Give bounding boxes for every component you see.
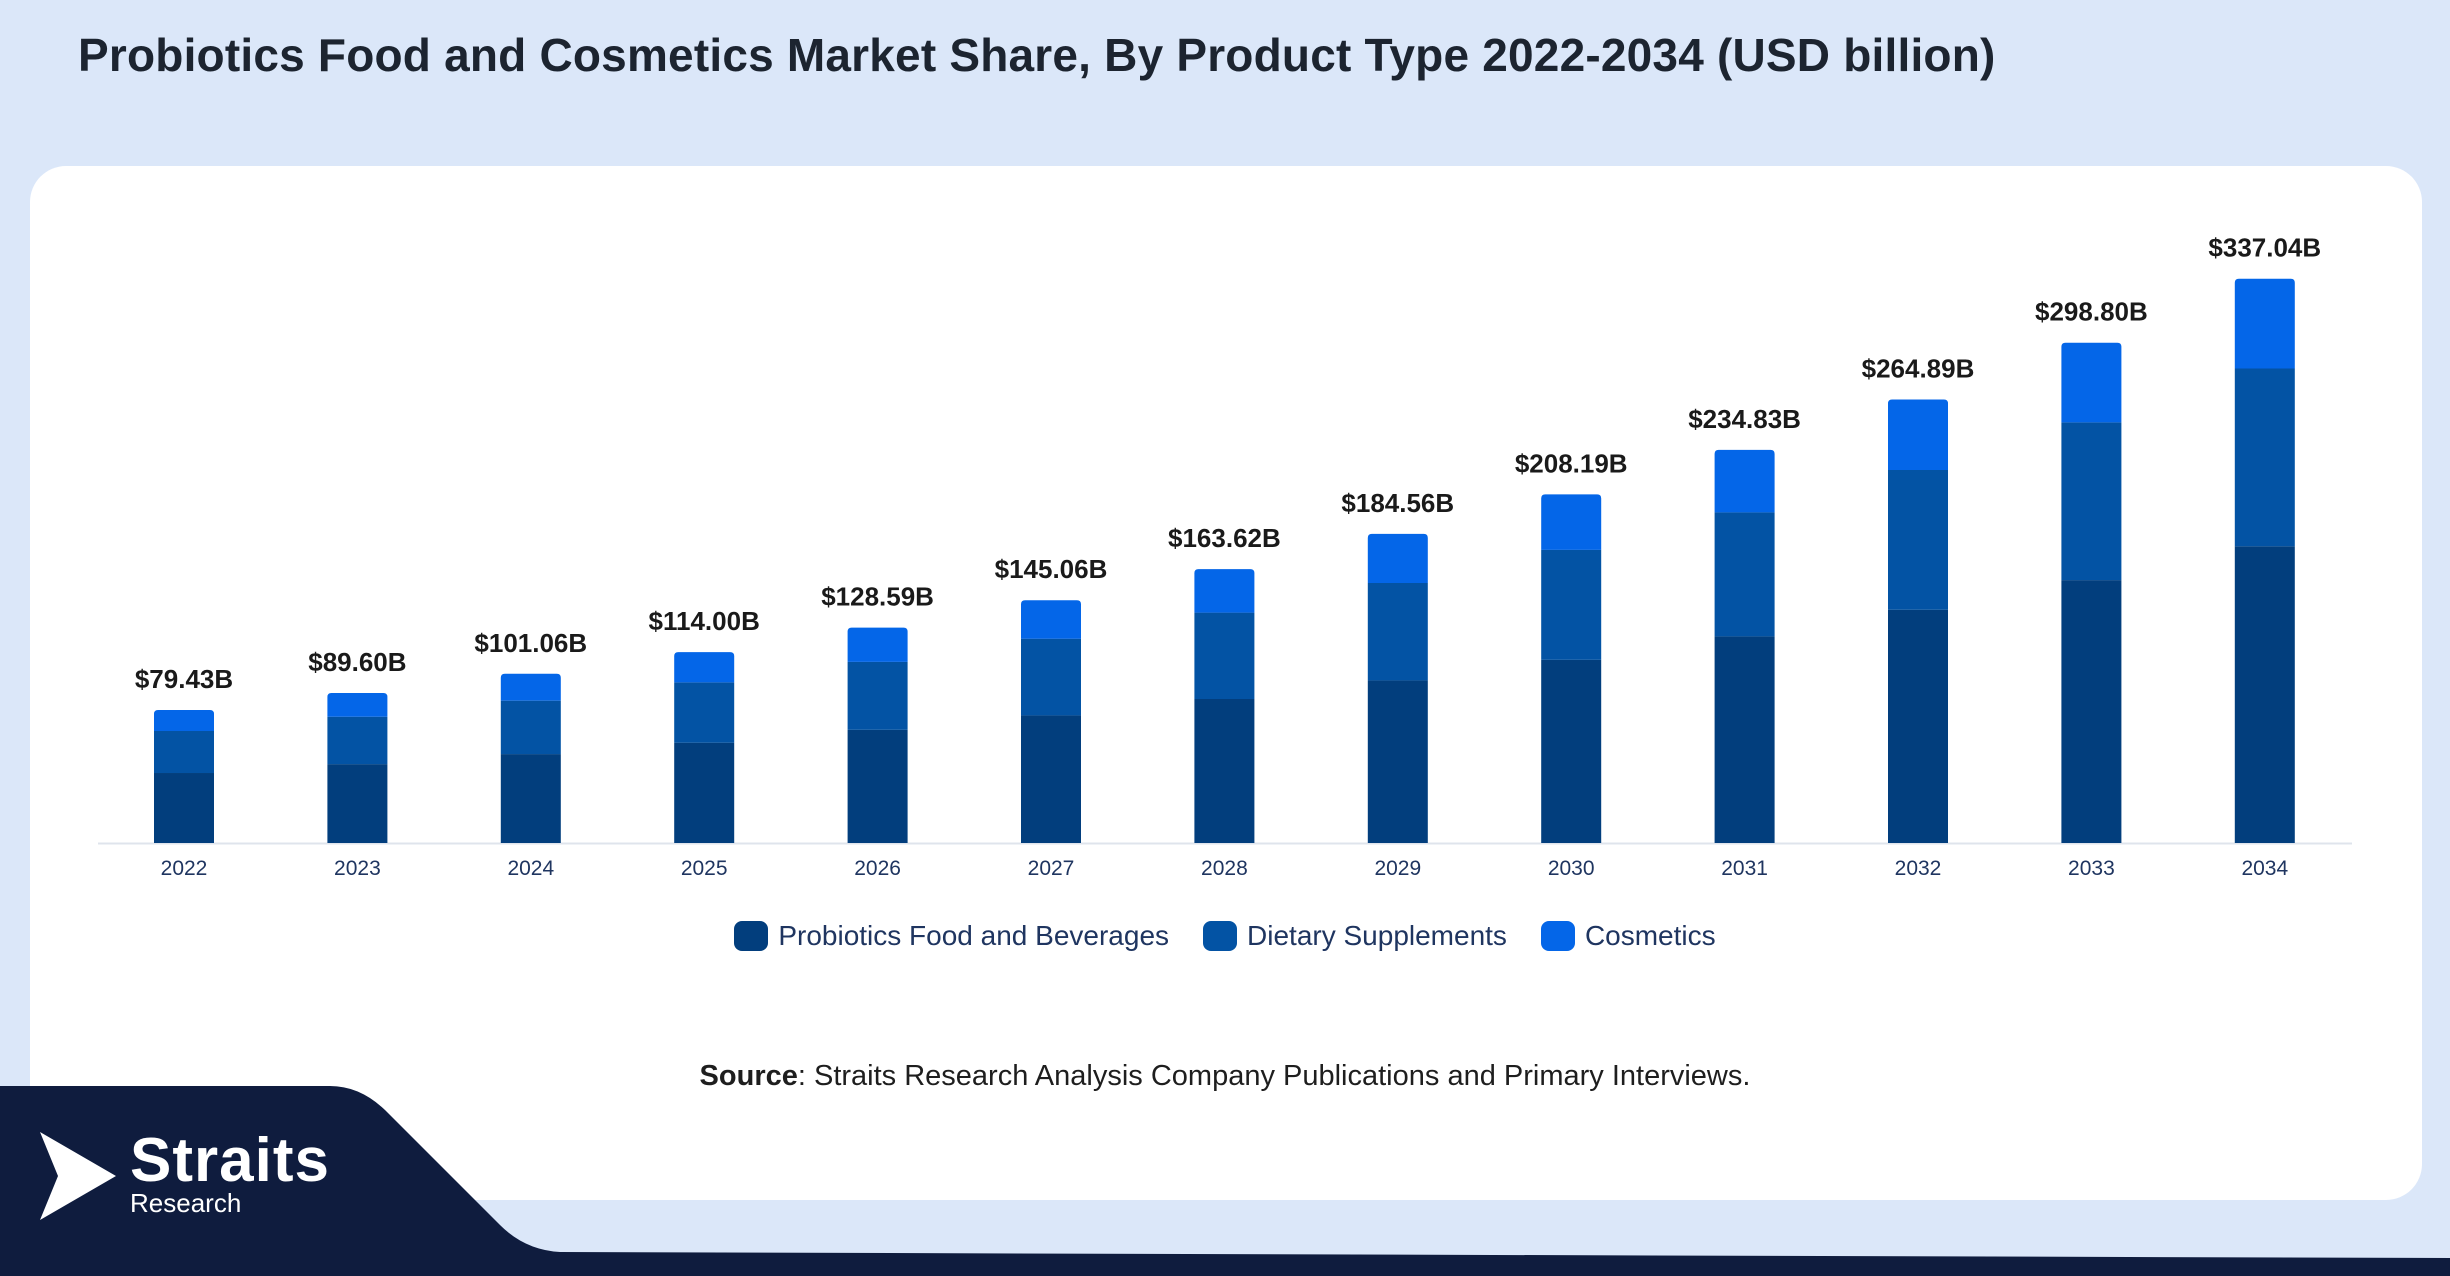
- total-label-2033: $298.80B: [2035, 297, 2148, 327]
- legend-label-supplements: Dietary Supplements: [1247, 920, 1507, 951]
- bar-cosmetics-2026: [847, 627, 908, 662]
- x-tick-label-2023: 2023: [334, 857, 381, 880]
- x-tick-label-2025: 2025: [681, 857, 728, 880]
- legend-item-food[interactable]: Probiotics Food and Beverages: [734, 920, 1169, 952]
- x-tick-label-2029: 2029: [1374, 857, 1421, 880]
- bar-cosmetics-2027: [1021, 600, 1081, 639]
- bar-supplements-2032: [1888, 469, 1948, 610]
- bar-food-2032: [1888, 609, 1948, 843]
- total-label-2034: $337.04B: [2208, 233, 2321, 263]
- legend-swatch-supplements: [1203, 921, 1238, 951]
- bar-supplements-2029: [1367, 582, 1428, 681]
- x-tick-label-2034: 2034: [2241, 857, 2288, 880]
- x-tick-label-2028: 2028: [1201, 857, 1248, 880]
- source-label: Source: [699, 1060, 798, 1092]
- bar-cosmetics-2032: [1888, 399, 1948, 470]
- legend-swatch-cosmetics: [1540, 921, 1575, 951]
- x-tick-label-2032: 2032: [1895, 857, 1942, 880]
- total-label-2022: $79.43B: [135, 664, 233, 694]
- bar-food-2028: [1194, 699, 1255, 843]
- brand-subtitle: Research: [130, 1188, 242, 1218]
- bar-supplements-2030: [1541, 549, 1602, 660]
- total-label-2030: $208.19B: [1515, 448, 1628, 478]
- x-tick-label-2027: 2027: [1028, 857, 1075, 880]
- bar-food-2025: [674, 742, 735, 843]
- bar-cosmetics-2022: [154, 710, 214, 731]
- bar-cosmetics-2028: [1194, 569, 1255, 613]
- bar-cosmetics-2030: [1541, 494, 1602, 550]
- bar-food-2023: [327, 764, 388, 843]
- total-label-2031: $234.83B: [1688, 404, 1801, 434]
- source-text: : Straits Research Analysis Company Publ…: [797, 1060, 1751, 1092]
- x-tick-label-2031: 2031: [1721, 857, 1768, 880]
- total-label-2028: $163.62B: [1168, 523, 1281, 553]
- brand-logo[interactable]: Straits Research: [38, 1130, 330, 1222]
- total-label-2027: $145.06B: [995, 554, 1108, 584]
- bar-cosmetics-2024: [500, 673, 561, 701]
- bar-supplements-2028: [1194, 612, 1255, 700]
- x-tick-label-2024: 2024: [507, 857, 554, 880]
- bar-cosmetics-2029: [1367, 533, 1428, 583]
- total-label-2026: $128.59B: [821, 582, 934, 612]
- x-tick-label-2022: 2022: [161, 857, 208, 880]
- bar-food-2033: [2061, 580, 2122, 843]
- source-note: Source: Straits Research Analysis Compan…: [0, 1060, 2450, 1093]
- x-tick-label-2026: 2026: [854, 857, 901, 880]
- bar-supplements-2033: [2061, 422, 2122, 581]
- bar-food-2022: [154, 773, 214, 843]
- bar-cosmetics-2025: [674, 652, 735, 683]
- bar-supplements-2024: [500, 700, 561, 755]
- bar-supplements-2022: [154, 730, 214, 774]
- straits-arrow-logo-icon: [40, 1132, 116, 1220]
- chart-title: Probiotics Food and Cosmetics Market Sha…: [78, 29, 1996, 81]
- total-label-2032: $264.89B: [1862, 353, 1975, 383]
- bar-cosmetics-2031: [1714, 449, 1775, 513]
- bar-food-2026: [847, 729, 908, 843]
- total-label-2023: $89.60B: [308, 647, 406, 677]
- bar-supplements-2026: [847, 661, 908, 730]
- bar-food-2034: [2234, 546, 2295, 843]
- footer-dark-shape: [0, 1086, 2450, 1276]
- total-label-2024: $101.06B: [474, 628, 587, 658]
- bar-cosmetics-2033: [2061, 342, 2122, 423]
- x-tick-label-2033: 2033: [2068, 857, 2115, 880]
- brand-name: Straits: [130, 1126, 330, 1195]
- bar-food-2027: [1021, 715, 1081, 843]
- chart-legend: Probiotics Food and Beverages Dietary Su…: [0, 920, 2450, 952]
- legend-item-cosmetics[interactable]: Cosmetics: [1540, 920, 1716, 952]
- bar-supplements-2025: [674, 682, 735, 743]
- legend-label-food: Probiotics Food and Beverages: [778, 920, 1170, 951]
- bar-food-2024: [500, 754, 561, 843]
- x-tick-label-2030: 2030: [1548, 857, 1595, 880]
- total-label-2029: $184.56B: [1341, 488, 1454, 518]
- legend-label-cosmetics: Cosmetics: [1584, 920, 1716, 951]
- bar-supplements-2027: [1021, 638, 1081, 716]
- bar-food-2031: [1714, 636, 1775, 843]
- bar-supplements-2034: [2234, 368, 2295, 547]
- legend-swatch-food: [734, 921, 769, 951]
- bar-supplements-2031: [1714, 512, 1775, 637]
- bar-food-2029: [1367, 680, 1428, 843]
- total-label-2025: $114.00B: [649, 606, 760, 636]
- bar-food-2030: [1541, 659, 1602, 843]
- legend-item-supplements[interactable]: Dietary Supplements: [1203, 920, 1507, 952]
- bar-cosmetics-2023: [327, 692, 388, 717]
- bar-supplements-2023: [327, 716, 388, 765]
- bar-cosmetics-2034: [2234, 278, 2295, 369]
